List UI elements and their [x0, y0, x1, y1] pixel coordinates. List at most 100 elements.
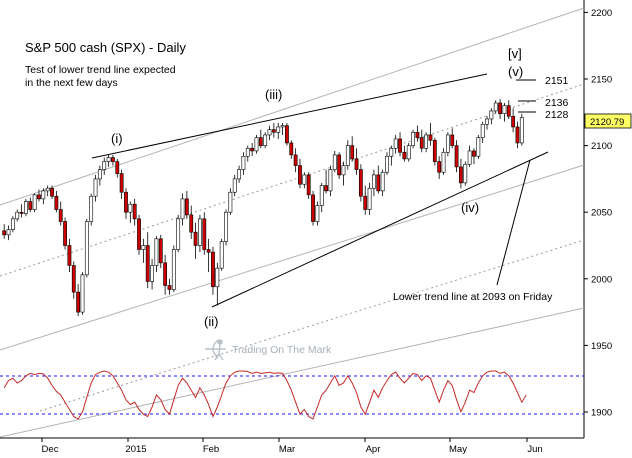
candle: [480, 121, 485, 143]
candle: [224, 209, 228, 246]
candle: [19, 204, 24, 218]
candle: [71, 261, 76, 299]
candle-body: [502, 105, 507, 114]
y-tick-label: 2000: [591, 274, 612, 285]
candle: [358, 164, 363, 202]
candle: [150, 258, 154, 290]
candle-body: [150, 265, 154, 282]
candle-body: [276, 126, 281, 133]
candle: [24, 198, 28, 217]
candle: [63, 217, 67, 250]
candle-body: [306, 174, 311, 196]
x-tick-label: Apr: [366, 444, 381, 455]
candle-body: [111, 157, 115, 162]
candle: [402, 145, 407, 162]
candle-body: [419, 137, 424, 149]
candle-body: [380, 171, 385, 192]
candle: [115, 158, 120, 178]
candle-body: [71, 265, 76, 293]
candle-body: [163, 262, 168, 286]
candle-body: [289, 142, 294, 156]
candle: [154, 236, 159, 273]
candle: [341, 161, 346, 186]
channel-lines: [0, 7, 585, 438]
chart-title: S&P 500 cash (SPX) - Daily: [25, 40, 186, 55]
candle: [76, 284, 81, 317]
wave-label-v-bracket: [v]: [508, 46, 522, 61]
candle-body: [41, 190, 46, 200]
oscillator: [3, 370, 527, 420]
lower-trend-line: [211, 151, 549, 308]
candle: [498, 98, 502, 119]
candle: [424, 132, 429, 153]
candle-body: [189, 214, 194, 233]
candle: [271, 122, 276, 138]
candle-body: [171, 249, 176, 290]
candle-body: [176, 218, 181, 250]
candle-body: [389, 147, 394, 157]
candle-body: [193, 231, 198, 246]
candle: [345, 140, 350, 170]
candle: [97, 165, 102, 186]
y-tick-label: 1900: [591, 408, 612, 419]
candle-body: [424, 134, 429, 149]
candle: [102, 157, 107, 175]
candle-body: [519, 117, 524, 144]
candle-body: [332, 154, 337, 170]
y-tick-label: 1950: [591, 341, 612, 352]
candle: [502, 102, 507, 122]
candle-body: [402, 151, 407, 160]
candle-body: [428, 134, 433, 141]
candle: [237, 165, 241, 183]
candle-body: [472, 150, 476, 157]
candle: [119, 169, 124, 199]
candle-body: [219, 241, 224, 269]
candle-body: [32, 194, 37, 210]
candle-body: [324, 185, 328, 192]
candle: [84, 218, 89, 278]
candle: [111, 154, 115, 166]
candle-body: [115, 161, 120, 174]
candle-body: [363, 195, 368, 210]
price-level-2136: 2136: [545, 97, 569, 109]
candle: [41, 188, 46, 205]
candle-body: [37, 194, 41, 200]
candle-body: [441, 151, 446, 173]
candles: [2, 98, 524, 317]
x-tick-label: Mar: [279, 444, 295, 455]
candle-body: [6, 229, 11, 236]
wave-label-i: (i): [111, 131, 123, 146]
upper-trend-line: [91, 73, 488, 159]
candle-body: [258, 137, 263, 146]
candle: [163, 254, 168, 295]
candle-body: [280, 125, 285, 128]
candle: [132, 198, 137, 226]
price-level-2151: 2151: [545, 75, 569, 87]
candle-body: [154, 238, 159, 266]
candle: [315, 201, 320, 226]
y-axis: 1900 1950 2000 2050 2100 2150 2200: [584, 8, 612, 419]
candle: [380, 169, 385, 197]
candle-body: [315, 205, 320, 222]
candle: [54, 190, 59, 213]
y-tick-label: 2150: [591, 75, 612, 86]
candle-body: [285, 125, 289, 144]
x-tick-label: Dec: [42, 444, 59, 455]
candle-body: [132, 203, 137, 220]
candle: [363, 185, 368, 215]
candle: [176, 214, 181, 253]
candle-body: [137, 218, 141, 250]
candle-body: [89, 195, 94, 222]
candle: [419, 129, 424, 153]
candle-body: [202, 218, 207, 250]
watermark-text: Trading On The Mark: [232, 344, 332, 356]
y-tick-label: 2050: [591, 208, 612, 219]
candle-body: [241, 155, 246, 170]
candle: [254, 134, 259, 154]
candle-body: [50, 187, 54, 197]
candle-body: [493, 102, 498, 112]
candle: [476, 134, 481, 159]
candle: [124, 188, 128, 219]
candle: [211, 246, 215, 295]
